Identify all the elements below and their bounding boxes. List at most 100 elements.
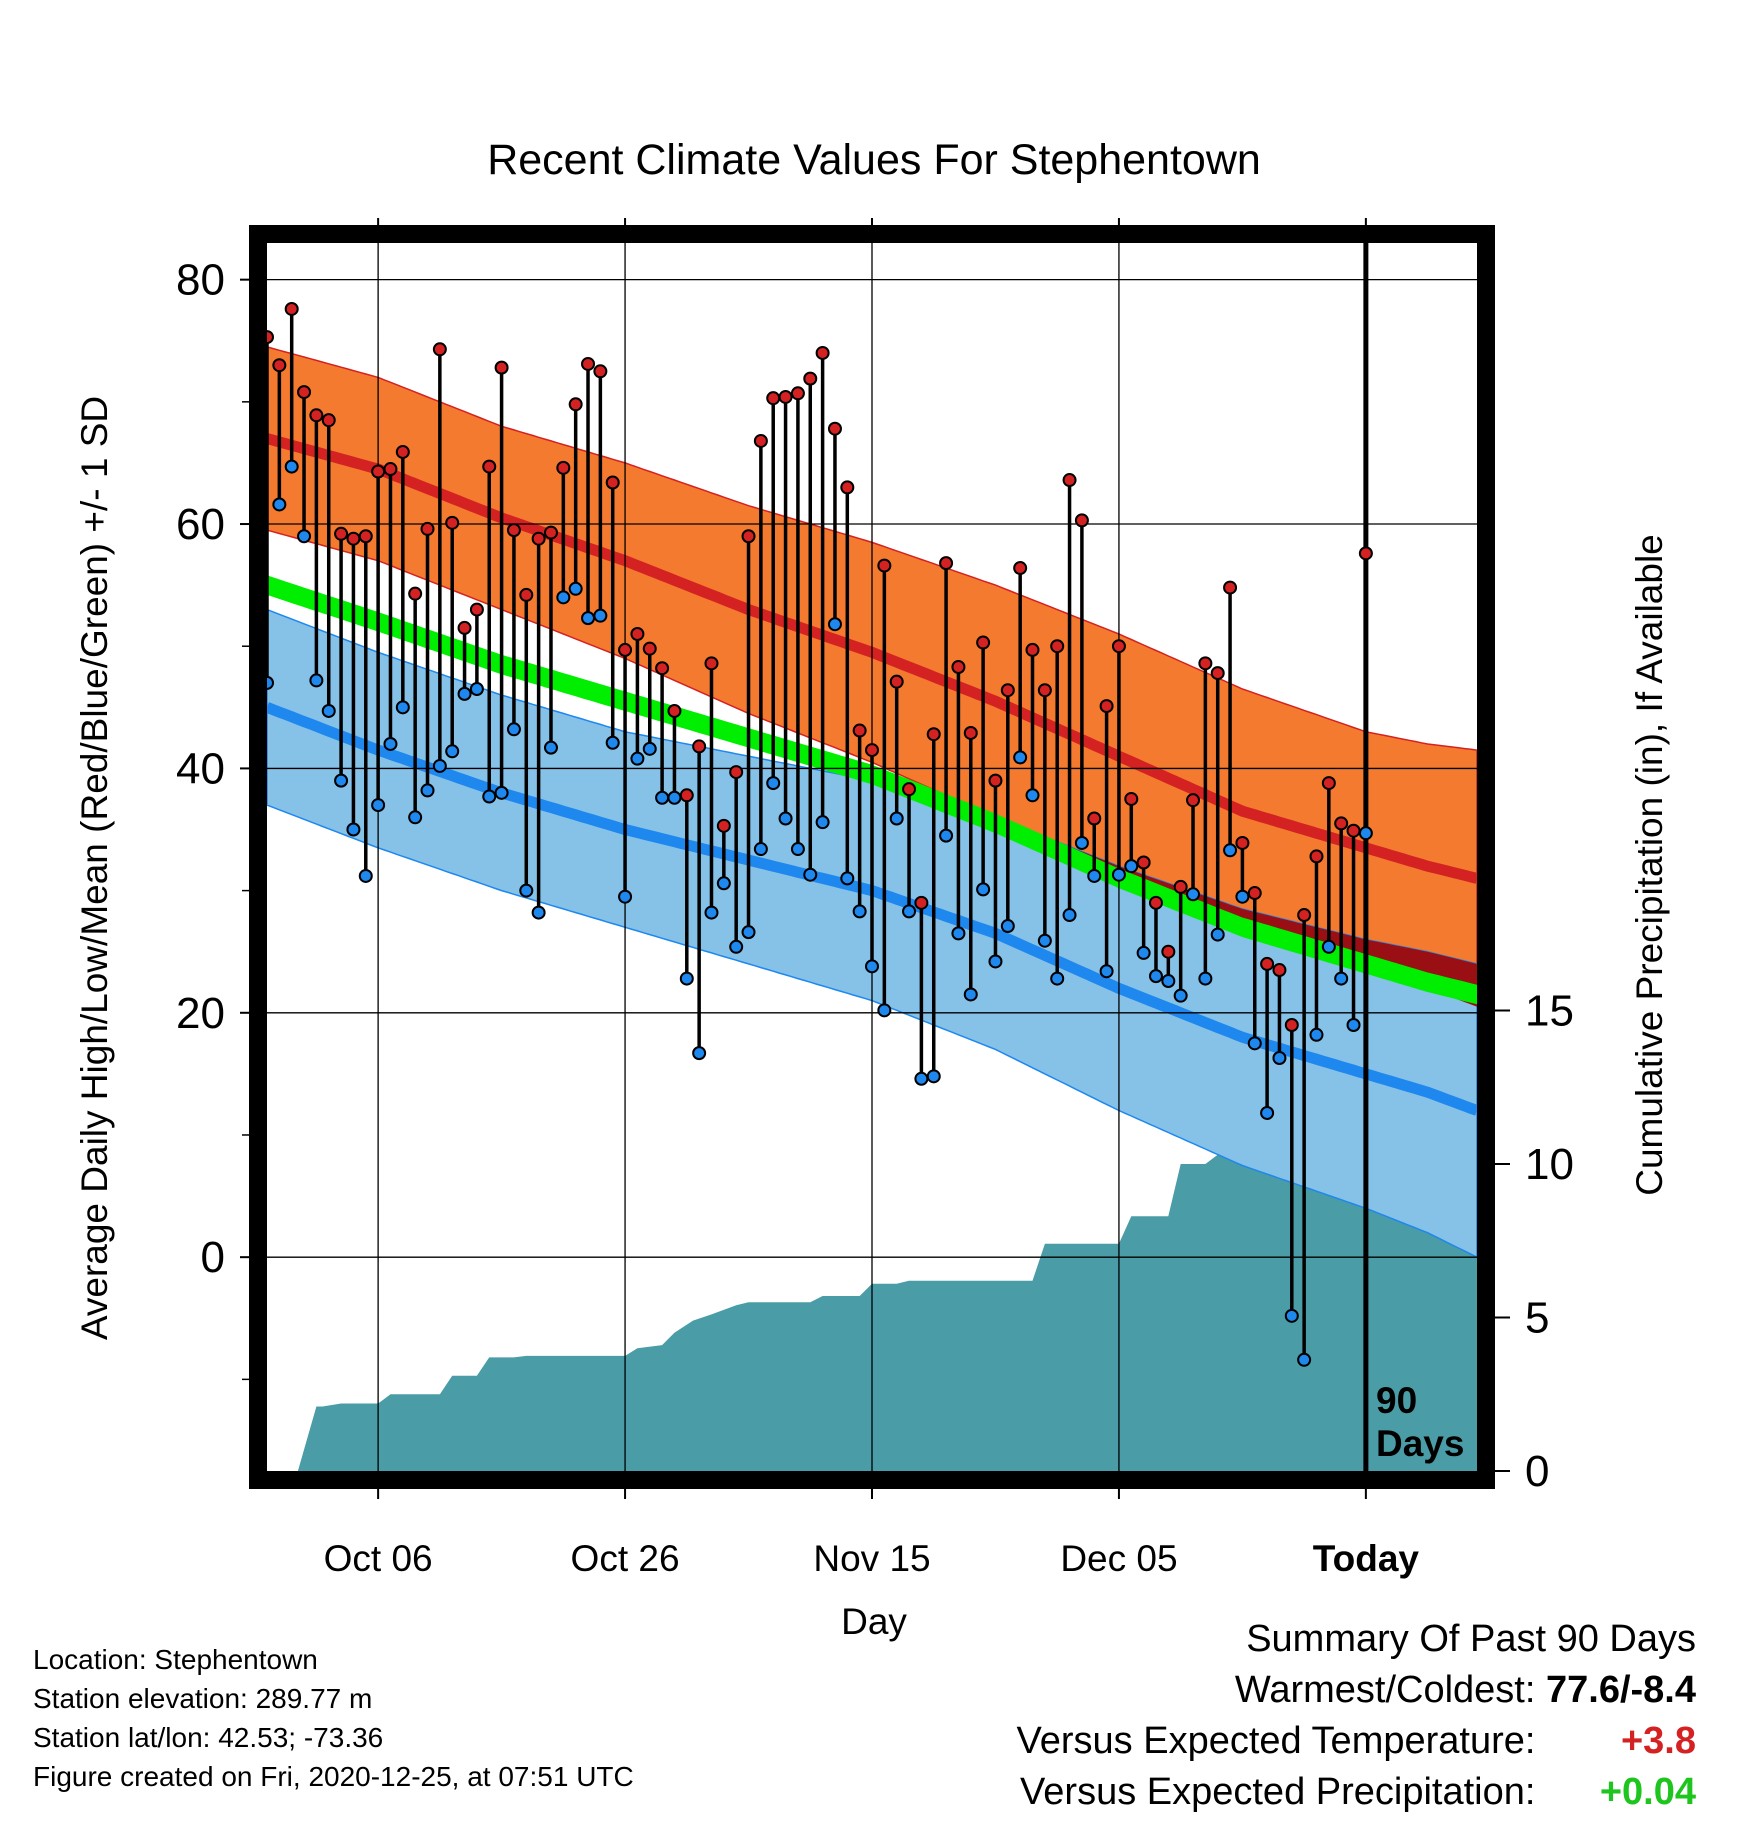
daily-low-point bbox=[371, 798, 386, 813]
daily-low-point bbox=[803, 867, 818, 882]
y2-tick-label-5: 5 bbox=[1525, 1294, 1549, 1343]
daily-high-point bbox=[988, 773, 1003, 788]
daily-low-point bbox=[642, 741, 657, 756]
daily-high-point bbox=[951, 659, 966, 674]
summary-title: Summary Of Past 90 Days bbox=[1246, 1618, 1696, 1660]
normal-mean-band bbox=[267, 575, 1477, 1005]
daily-low-point bbox=[939, 828, 954, 843]
daily-high-point bbox=[1247, 886, 1262, 901]
daily-low-point bbox=[482, 789, 497, 804]
daily-low-point bbox=[1037, 933, 1052, 948]
daily-high-point bbox=[692, 739, 707, 754]
daily-low-point bbox=[1050, 971, 1065, 986]
latlon-text: Station lat/lon: 42.53; -73.36 bbox=[33, 1722, 384, 1753]
daily-low-point bbox=[1074, 835, 1089, 850]
daily-low-point bbox=[1309, 1027, 1324, 1042]
daily-low-point bbox=[395, 700, 410, 715]
daily-high-point bbox=[716, 818, 731, 833]
daily-low-point bbox=[1124, 859, 1139, 874]
daily-low-point bbox=[1210, 927, 1225, 942]
daily-low-point bbox=[267, 675, 274, 690]
daily-high-point bbox=[1025, 642, 1040, 657]
daily-low-point bbox=[358, 868, 373, 883]
daily-high-point bbox=[914, 895, 929, 910]
daily-high-point bbox=[1037, 683, 1052, 698]
daily-high-point bbox=[1136, 855, 1151, 870]
y-axis-label: Average Daily High/Low/Mean (Red/Blue/Gr… bbox=[74, 396, 115, 1340]
daily-high-point bbox=[790, 386, 805, 401]
daily-low-point bbox=[346, 822, 361, 837]
daily-high-point bbox=[1173, 879, 1188, 894]
daily-high-point bbox=[1210, 666, 1225, 681]
daily-low-point bbox=[1136, 945, 1151, 960]
daily-high-point bbox=[568, 397, 583, 412]
daily-high-point bbox=[1099, 699, 1114, 714]
daily-high-point bbox=[741, 529, 756, 544]
daily-high-point bbox=[1198, 656, 1213, 671]
x-tick-label-0: Oct 06 bbox=[324, 1538, 433, 1579]
daily-high-point bbox=[420, 521, 435, 536]
daily-low-point bbox=[778, 811, 793, 826]
daily-high-point bbox=[1087, 811, 1102, 826]
daily-high-point bbox=[1309, 849, 1324, 864]
daily-high-point bbox=[1235, 835, 1250, 850]
y-tick-label-60: 60 bbox=[176, 500, 225, 549]
daily-low-point bbox=[1186, 887, 1201, 902]
daily-low-point bbox=[1334, 971, 1349, 986]
daily-low-point bbox=[1099, 964, 1114, 979]
daily-low-point bbox=[729, 939, 744, 954]
daily-high-point bbox=[630, 627, 645, 642]
daily-low-point bbox=[297, 529, 312, 544]
today-label-line2: Days bbox=[1376, 1423, 1464, 1464]
daily-high-point bbox=[1050, 639, 1065, 654]
daily-low-point bbox=[531, 905, 546, 920]
x-axis-label: Day bbox=[841, 1601, 907, 1642]
daily-high-point bbox=[963, 725, 978, 740]
y-tick-label-20: 20 bbox=[176, 989, 225, 1038]
daily-high-point bbox=[1000, 683, 1015, 698]
daily-high-point bbox=[889, 674, 904, 689]
chart-title: Recent Climate Values For Stephentown bbox=[487, 136, 1261, 184]
daily-high-point bbox=[827, 421, 842, 436]
today-label-line1: 90 bbox=[1376, 1380, 1417, 1421]
daily-high-point bbox=[642, 641, 657, 656]
daily-low-point bbox=[581, 611, 596, 626]
daily-high-point bbox=[1074, 513, 1089, 528]
daily-low-point bbox=[1272, 1051, 1287, 1066]
daily-high-point bbox=[1297, 908, 1312, 923]
daily-low-point bbox=[951, 926, 966, 941]
daily-low-point bbox=[420, 783, 435, 798]
daily-high-point bbox=[284, 301, 299, 316]
daily-low-point bbox=[1235, 889, 1250, 904]
daily-low-point bbox=[902, 904, 917, 919]
daily-low-point bbox=[1247, 1036, 1262, 1051]
daily-high-point bbox=[1111, 639, 1126, 654]
daily-low-point bbox=[321, 703, 336, 718]
plot-frame bbox=[249, 225, 1495, 1489]
daily-low-point bbox=[605, 735, 620, 750]
daily-low-point bbox=[1297, 1352, 1312, 1367]
daily-high-point bbox=[815, 345, 830, 360]
daily-low-point bbox=[432, 758, 447, 773]
summary-precipitation: Versus Expected Precipitation: +0.04 bbox=[1017, 1767, 1696, 1818]
daily-high-point bbox=[766, 391, 781, 406]
daily-low-point bbox=[272, 497, 287, 512]
daily-low-point bbox=[692, 1046, 707, 1061]
x-tick-label-2: Nov 15 bbox=[813, 1538, 930, 1579]
daily-low-point bbox=[667, 790, 682, 805]
daily-low-point bbox=[766, 776, 781, 791]
daily-high-point bbox=[976, 635, 991, 650]
location-text: Location: Stephentown bbox=[33, 1644, 318, 1675]
daily-low-point bbox=[494, 785, 509, 800]
daily-low-point bbox=[790, 842, 805, 857]
daily-high-point bbox=[1321, 776, 1336, 791]
daily-high-point bbox=[445, 515, 460, 530]
precipitation-anomaly-value: +0.04 bbox=[1599, 1771, 1696, 1813]
daily-low-point bbox=[383, 736, 398, 751]
warmest-coldest-value: 77.6/-8.4 bbox=[1546, 1669, 1696, 1711]
daily-high-point bbox=[704, 656, 719, 671]
daily-high-point bbox=[519, 587, 534, 602]
daily-high-point bbox=[457, 620, 472, 635]
daily-high-point bbox=[939, 556, 954, 571]
daily-high-point bbox=[1062, 473, 1077, 488]
